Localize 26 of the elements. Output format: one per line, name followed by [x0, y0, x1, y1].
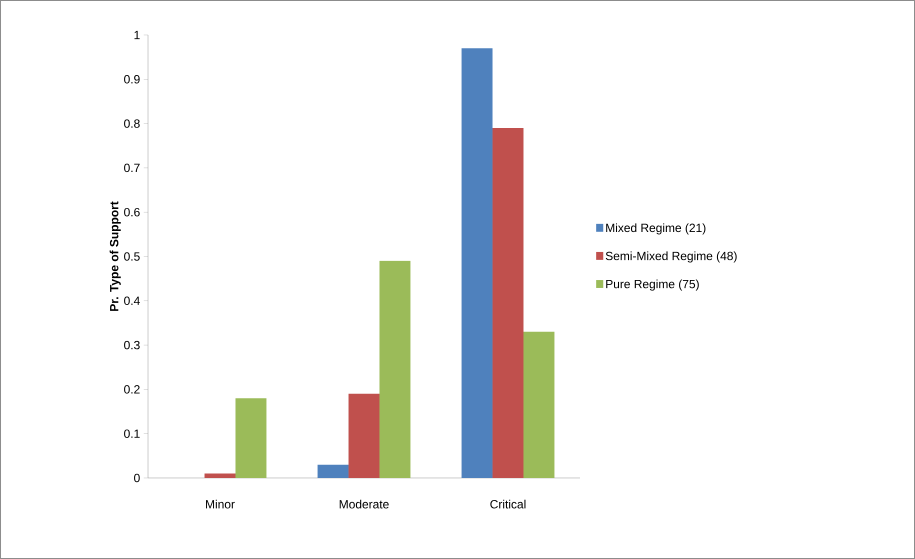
bar	[523, 332, 554, 478]
legend-label: Mixed Regime (21)	[606, 223, 706, 234]
y-tick-label: 0.8	[124, 119, 140, 128]
y-tick-label: 1	[134, 30, 140, 40]
y-tick-label: 0.9	[124, 75, 140, 84]
x-tick-label: Minor	[206, 500, 235, 508]
y-tick-label: 0.2	[124, 385, 140, 394]
bar	[204, 474, 236, 478]
bar	[348, 394, 380, 478]
legend-label: Pure Regime (75)	[606, 280, 699, 291]
y-tick-label: 0.5	[124, 252, 140, 261]
bar	[379, 260, 410, 478]
x-tick-label: Moderate	[340, 500, 389, 508]
x-tick-label: Critical	[490, 500, 526, 508]
y-tick-label: 0.4	[124, 296, 140, 306]
y-tick-label: 0.6	[124, 208, 140, 216]
bar	[235, 398, 266, 478]
bar	[462, 48, 493, 478]
y-tick-label: 0.3	[124, 340, 140, 350]
legend-label: Semi-Mixed Regime (48)	[606, 251, 737, 263]
y-tick-label: 0.1	[124, 429, 140, 438]
bar	[492, 128, 524, 478]
y-axis-title: Pr. Type of Support	[110, 201, 121, 311]
bar	[318, 464, 349, 478]
y-tick-label: 0.7	[124, 164, 140, 172]
y-tick-label: 0	[134, 474, 140, 482]
